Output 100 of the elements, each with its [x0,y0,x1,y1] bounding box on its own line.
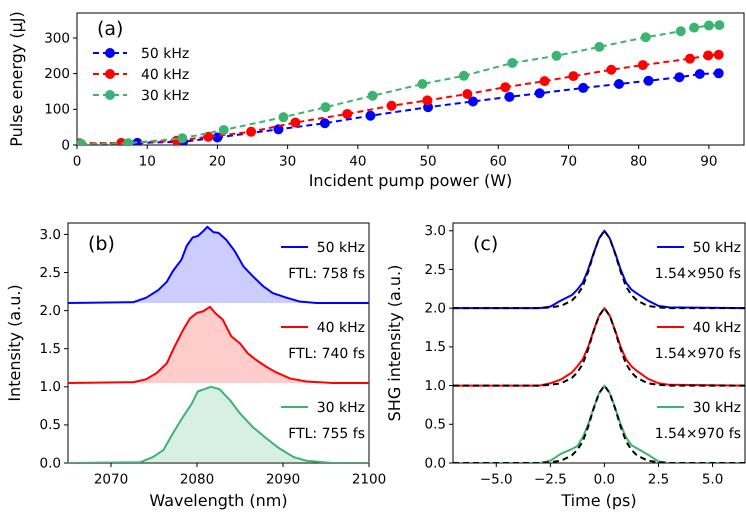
annotation: FTL: 755 fs [288,426,365,442]
point [203,132,214,142]
legend-label: 50 kHz [316,240,365,256]
point [606,64,616,75]
point [422,95,432,106]
x-tick-label: 80 [630,154,648,170]
y-tick-label: 0.0 [40,455,61,472]
legend-label: 30 kHz [316,400,365,416]
x-tick-label: −2.5 [534,472,567,488]
point [694,69,705,80]
legend-label: 30 kHz [692,400,741,416]
point [534,88,545,98]
point [704,20,714,30]
annotation: 1.54×970 fs [654,426,741,442]
annotation: (a) [97,18,124,40]
y-tick-label: 0 [61,137,70,154]
point [552,50,562,61]
point [714,68,724,78]
point [568,71,578,82]
point [177,133,188,144]
y-tick-label: 1.0 [424,378,446,394]
point [578,82,588,93]
point [540,76,550,86]
point [714,50,724,60]
x-axis-title: Wavelength (nm) [149,491,288,510]
legend-label: 40 kHz [316,320,365,336]
y-tick-label: 1.5 [40,341,61,358]
y-tick-label: 3.0 [424,223,446,240]
x-tick-label: 10 [138,154,156,170]
x-axis-title: Time (ps) [560,491,637,510]
x-tick-label: 2090 [266,472,300,488]
y-axis-title: Pulse energy (μJ) [7,11,26,147]
point [638,60,648,70]
x-tick-label: 90 [700,154,718,170]
point [714,20,724,30]
point [320,102,331,112]
x-tick-label: 20 [208,154,226,170]
annotation: FTL: 740 fs [288,346,365,362]
legend-label: 40 kHz [141,67,190,83]
point [417,78,428,89]
x-tick-label: 30 [279,154,296,170]
y-tick-label: 3.0 [40,226,61,243]
x-tick-label: 2100 [352,472,386,488]
y-tick-label: 1.0 [40,379,61,396]
y-tick-label: 1.5 [424,339,446,356]
x-tick-label: −5.0 [480,472,513,488]
point [386,100,397,111]
legend-label: 40 kHz [692,320,741,336]
x-tick-label: 2.5 [648,472,670,488]
x-tick-label: 40 [349,154,366,170]
annotation: (c) [473,233,498,255]
x-tick-label: 5.0 [702,472,724,488]
x-tick-label: 0.0 [594,472,616,488]
point [500,82,510,92]
legend-label: 50 kHz [692,240,741,256]
point [640,32,651,42]
point [684,54,695,64]
point [703,50,714,60]
point [676,26,686,36]
y-tick-label: 2.0 [40,302,61,319]
annotation: FTL: 758 fs [288,266,365,282]
point [614,78,624,89]
point [689,22,700,33]
y-axis-title: SHG intensity (a.u.) [385,264,404,422]
y-tick-label: 100 [44,102,70,118]
y-tick-label: 0.5 [40,417,61,434]
annotation: 1.54×950 fs [654,266,741,282]
x-tick-label: 2070 [94,472,128,488]
y-tick-label: 200 [44,66,70,82]
x-tick-label: 0 [72,154,82,170]
point [462,88,472,99]
point [507,58,518,68]
point [594,42,604,52]
point [644,76,654,86]
point [504,92,514,102]
y-tick-label: 2.5 [40,264,61,281]
x-axis-title: Incident pump power (W) [308,171,512,190]
y-tick-label: 2.5 [424,262,446,278]
point [342,108,352,119]
point [468,96,478,106]
point [368,90,378,101]
annotation: (b) [88,233,115,255]
point [218,125,229,136]
point [365,110,376,121]
annotation: 1.54×970 fs [654,346,741,362]
x-tick-label: 50 [419,154,437,170]
x-tick-label: 2080 [180,472,214,488]
y-axis-title: Intensity (a.u.) [5,284,24,402]
legend-label: 30 kHz [141,88,190,104]
y-tick-label: 2.0 [424,300,446,316]
y-tick-label: 300 [44,30,70,46]
y-tick-label: 0.0 [424,455,446,472]
point [674,72,684,82]
point [290,118,300,128]
point [246,126,256,137]
y-tick-label: 0.5 [424,416,446,433]
point [320,118,330,128]
x-tick-label: 70 [560,154,578,170]
legend-label: 50 kHz [141,46,190,62]
point [458,70,469,81]
